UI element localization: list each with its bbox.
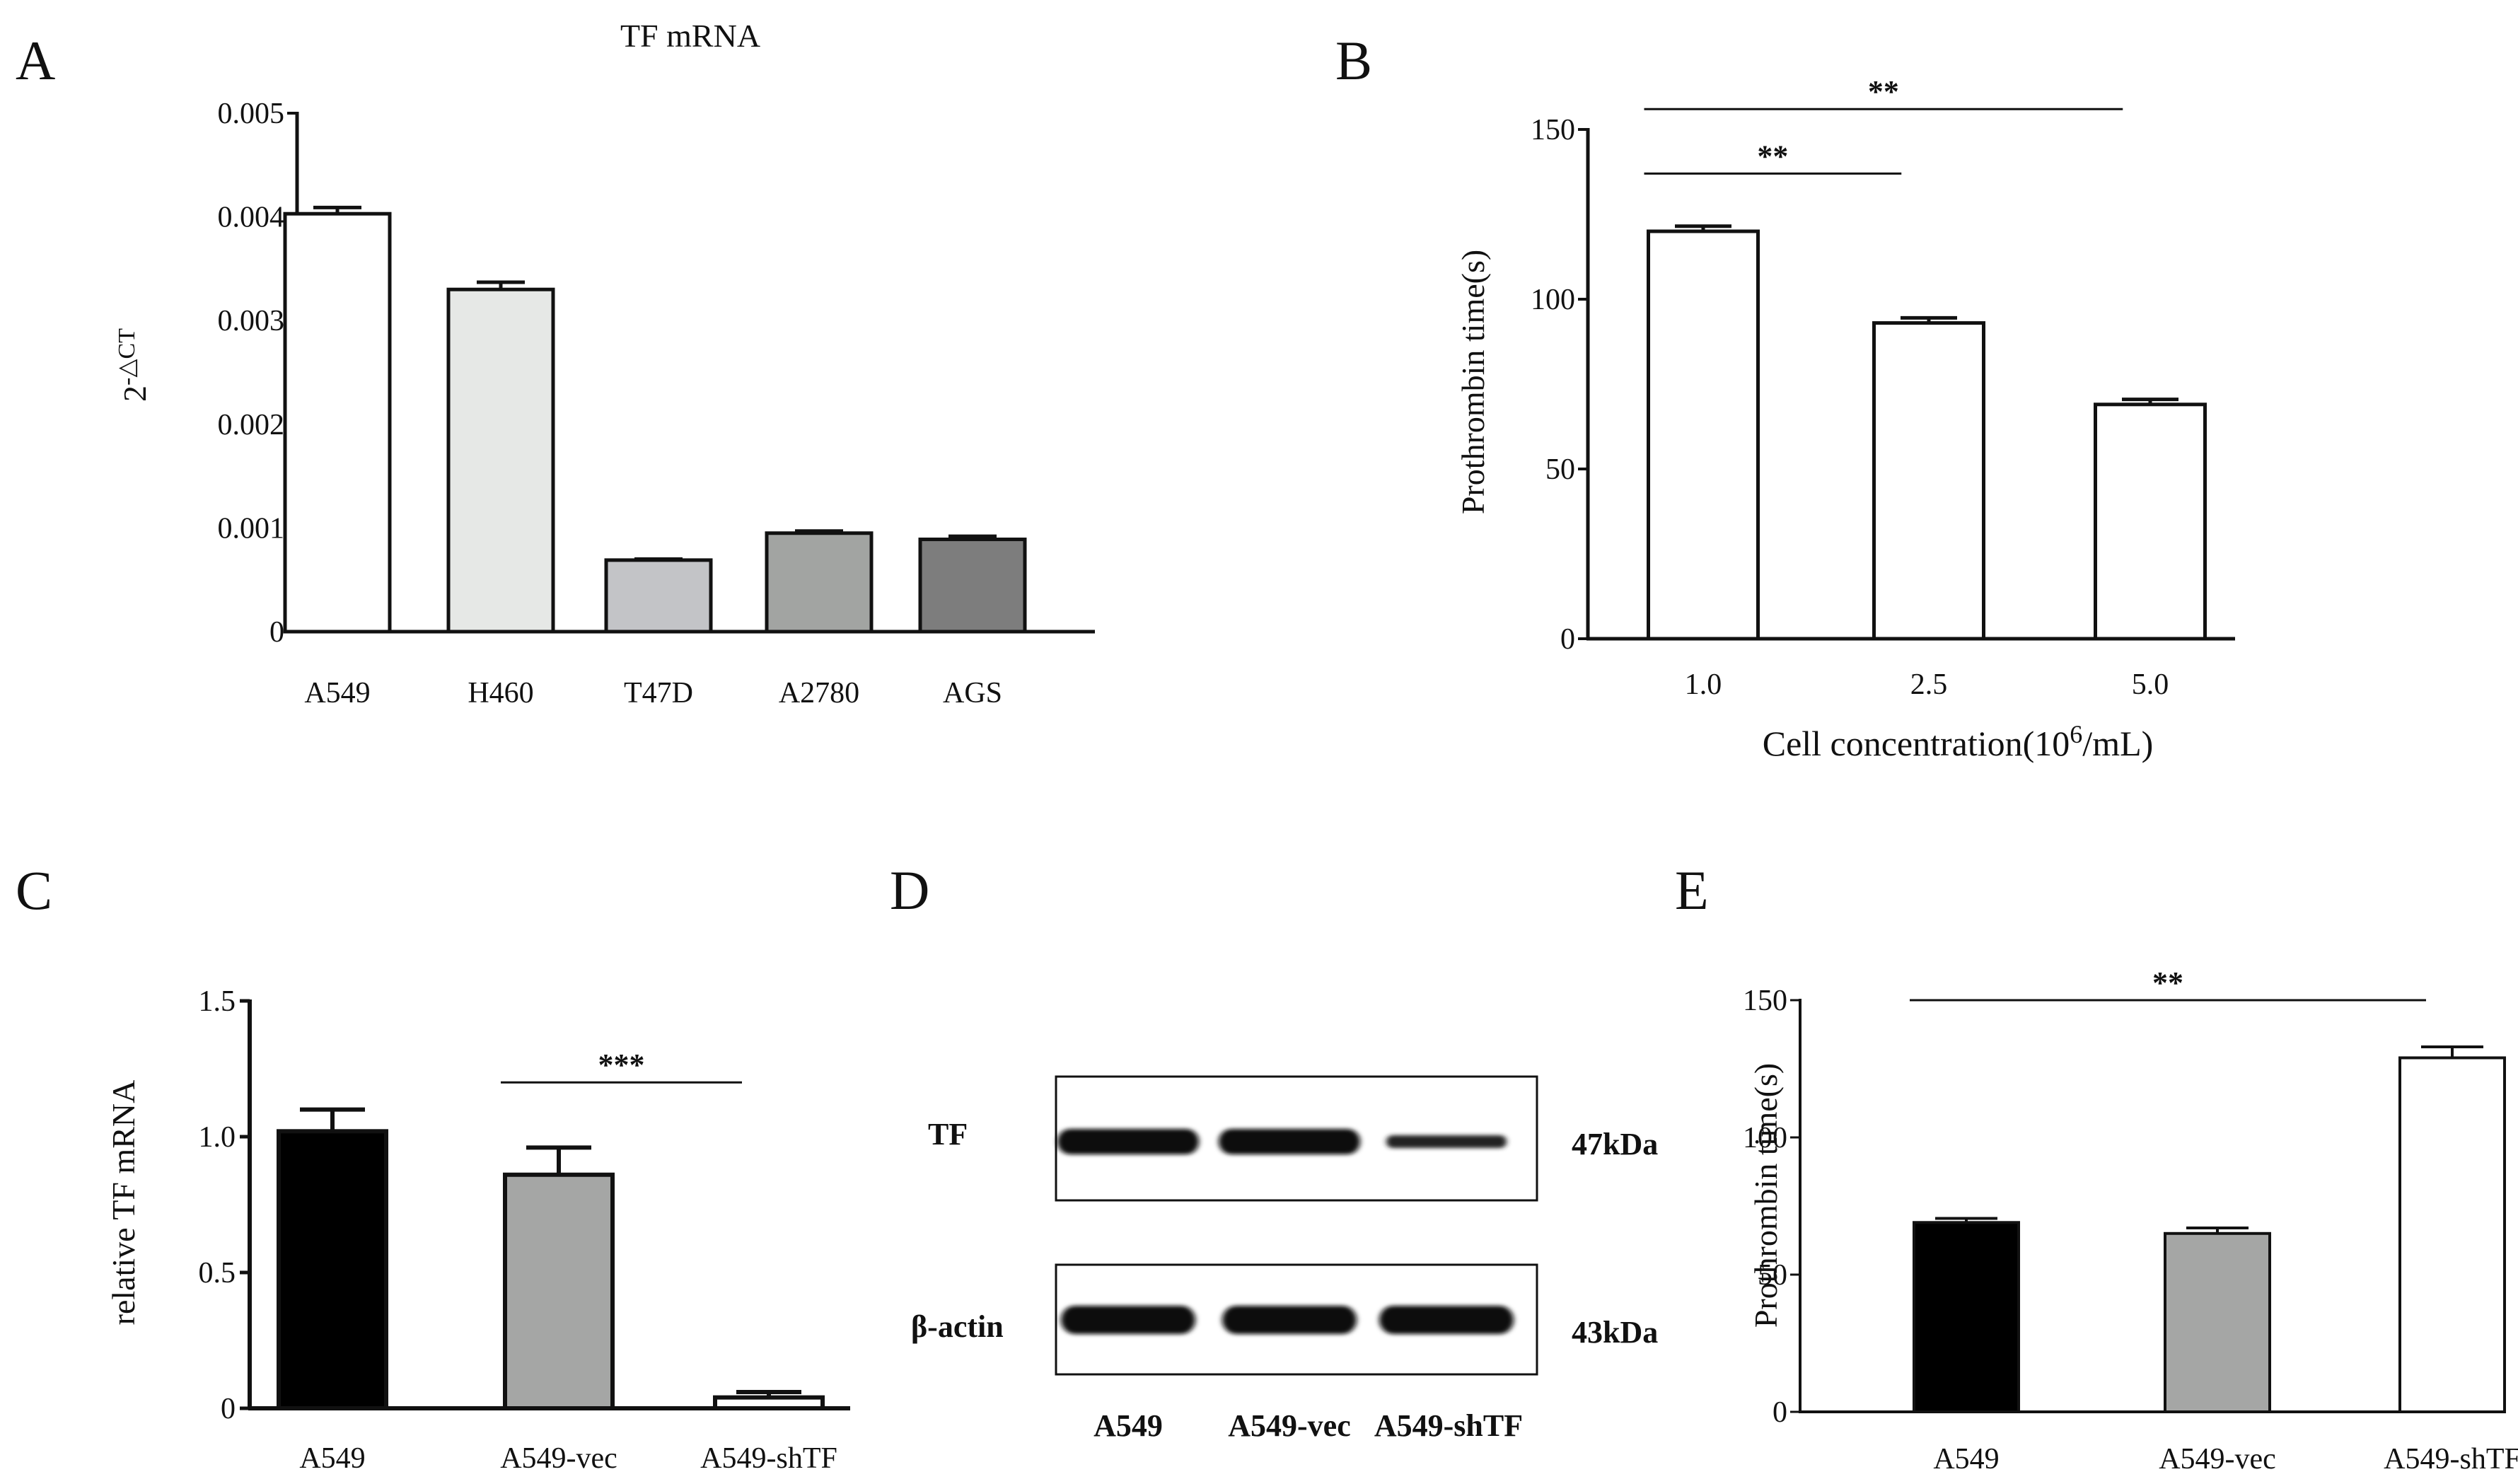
chart-c-y-tick-label: 0 xyxy=(221,1393,236,1425)
chart-e-significance-label: ** xyxy=(2152,966,2183,1000)
chart-a-bar xyxy=(604,558,713,634)
chart-c-category-label: A549-vec xyxy=(500,1442,617,1475)
chart-a-title: TF mRNA xyxy=(620,18,760,54)
panel-letter-e: E xyxy=(1675,859,1709,921)
blot-lane-label-a549-vec: A549-vec xyxy=(1228,1408,1351,1443)
chart-c-category-label: A549-shTF xyxy=(700,1442,837,1475)
chart-e-y-tick-label: 50 xyxy=(1758,1259,1787,1292)
chart-b-x-label-post: /mL) xyxy=(2082,724,2153,763)
panel-letter-b: B xyxy=(1335,30,1372,91)
chart-b-significance-label: ** xyxy=(1868,74,1899,109)
blot-lane-label-a549-shtf: A549-shTF xyxy=(1374,1408,1523,1443)
blot-row-label-actin: β-actin xyxy=(911,1309,1004,1344)
chart-a-y-tick-label: 0 xyxy=(269,616,284,649)
blot-size-tf: 47kDa xyxy=(1572,1127,1658,1161)
chart-c-significance-label: *** xyxy=(598,1048,645,1082)
panel-letter-a: A xyxy=(16,30,55,91)
blot-lane-label-a549: A549 xyxy=(1093,1408,1163,1443)
chart-b-significance-label: ** xyxy=(1757,139,1788,173)
chart-b-y-tick-label: 150 xyxy=(1531,114,1575,146)
chart-e-bar xyxy=(2398,1056,2506,1413)
chart-a-bar xyxy=(918,538,1027,634)
blot-band-actin xyxy=(1379,1306,1514,1334)
chart-b-x-axis-label: Cell concentration(106/mL) xyxy=(1763,720,2154,763)
chart-e-category-label: A549-shTF xyxy=(2384,1443,2518,1476)
panel-letter-d: D xyxy=(890,859,929,921)
chart-b-bar xyxy=(2094,402,2207,641)
chart-a-y-tick-label: 0.001 xyxy=(218,512,285,545)
chart-b-y-tick-label: 0 xyxy=(1560,623,1575,656)
blot-row-label-tf: TF xyxy=(928,1117,968,1152)
chart-a-category-label: AGS xyxy=(943,677,1002,709)
chart-b-category-label: 1.0 xyxy=(1685,668,1722,701)
chart-b-bar xyxy=(1872,321,1985,641)
chart-c-bar xyxy=(503,1172,615,1410)
blot-size-actin: 43kDa xyxy=(1572,1315,1658,1350)
chart-b: Prothrombin time(s) Cell concentration(1… xyxy=(1455,74,2235,763)
chart-a-category-label: H460 xyxy=(468,677,533,709)
panel-letter-c: C xyxy=(16,859,52,921)
blot-band-tf xyxy=(1219,1129,1360,1154)
chart-c-bar xyxy=(713,1395,825,1411)
chart-a-y-axis-label: 2-△CT xyxy=(114,328,153,402)
chart-c-bar xyxy=(277,1129,388,1410)
chart-b-x-label-pre: Cell concentration(10 xyxy=(1763,724,2070,763)
chart-b-category-label: 5.0 xyxy=(2132,668,2169,701)
chart-a-y-tick-label: 0.003 xyxy=(218,305,285,337)
chart-b-y-tick-label: 100 xyxy=(1531,284,1575,316)
chart-a-bar xyxy=(765,531,874,634)
chart-a-bar xyxy=(446,287,555,634)
chart-c-y-axis-label: relative TF mRNA xyxy=(105,1080,141,1326)
chart-e-y-axis-label: Prothrombin time(s) xyxy=(1748,1063,1784,1328)
chart-a: TF mRNA 2-△CT 0 0.001 0.002 0.003 0.004 0.005… xyxy=(114,18,1095,709)
chart-c-y-tick-label: 1.5 xyxy=(199,985,236,1018)
chart-c-y-tick-label: 1.0 xyxy=(199,1121,236,1154)
blot-band-tf xyxy=(1386,1135,1507,1148)
chart-b-bar xyxy=(1647,229,1760,641)
chart-a-category-label: A549 xyxy=(304,677,370,709)
chart-e-bar xyxy=(1913,1221,2020,1414)
chart-c-y-tick-label: 0.5 xyxy=(199,1257,236,1289)
chart-e-y-tick-label: 150 xyxy=(1743,985,1787,1017)
chart-a-y-label-base: 2 xyxy=(117,386,153,402)
blot-band-actin xyxy=(1222,1306,1357,1334)
chart-b-y-tick-label: 50 xyxy=(1545,453,1575,486)
chart-b-category-label: 2.5 xyxy=(1910,668,1948,701)
chart-a-y-tick-label: 0.002 xyxy=(218,409,285,441)
chart-e-bar xyxy=(2164,1231,2271,1414)
chart-e: Prothrombin time(s) 0 50 100 150 A549 A549-ve… xyxy=(1743,966,2518,1476)
chart-a-y-tick-label: 0.005 xyxy=(218,98,285,130)
chart-a-category-label: T47D xyxy=(624,677,693,709)
blot-band-actin xyxy=(1061,1306,1195,1334)
chart-e-y-tick-label: 100 xyxy=(1743,1122,1787,1154)
chart-e-y-tick-label: 0 xyxy=(1773,1396,1787,1429)
chart-a-y-label-sup: -△CT xyxy=(114,328,140,386)
blot-band-tf xyxy=(1057,1129,1199,1154)
chart-a-category-label: A2780 xyxy=(779,677,859,709)
chart-b-y-axis-label: Prothrombin time(s) xyxy=(1455,250,1491,514)
chart-e-category-label: A549 xyxy=(1933,1443,1999,1476)
chart-c: relative TF mRNA 0 0.5 1.0 1.5 A549 A549-vec A… xyxy=(105,985,850,1475)
chart-b-x-label-sup: 6 xyxy=(2070,720,2082,748)
chart-a-y-tick-label: 0.004 xyxy=(218,202,285,234)
chart-c-category-label: A549 xyxy=(299,1442,365,1475)
chart-a-bar xyxy=(283,211,392,634)
chart-e-category-label: A549-vec xyxy=(2159,1443,2276,1476)
western-blot: TF β-actin 47kDa 43kDa A549 A549-vec A54… xyxy=(911,1075,1658,1443)
